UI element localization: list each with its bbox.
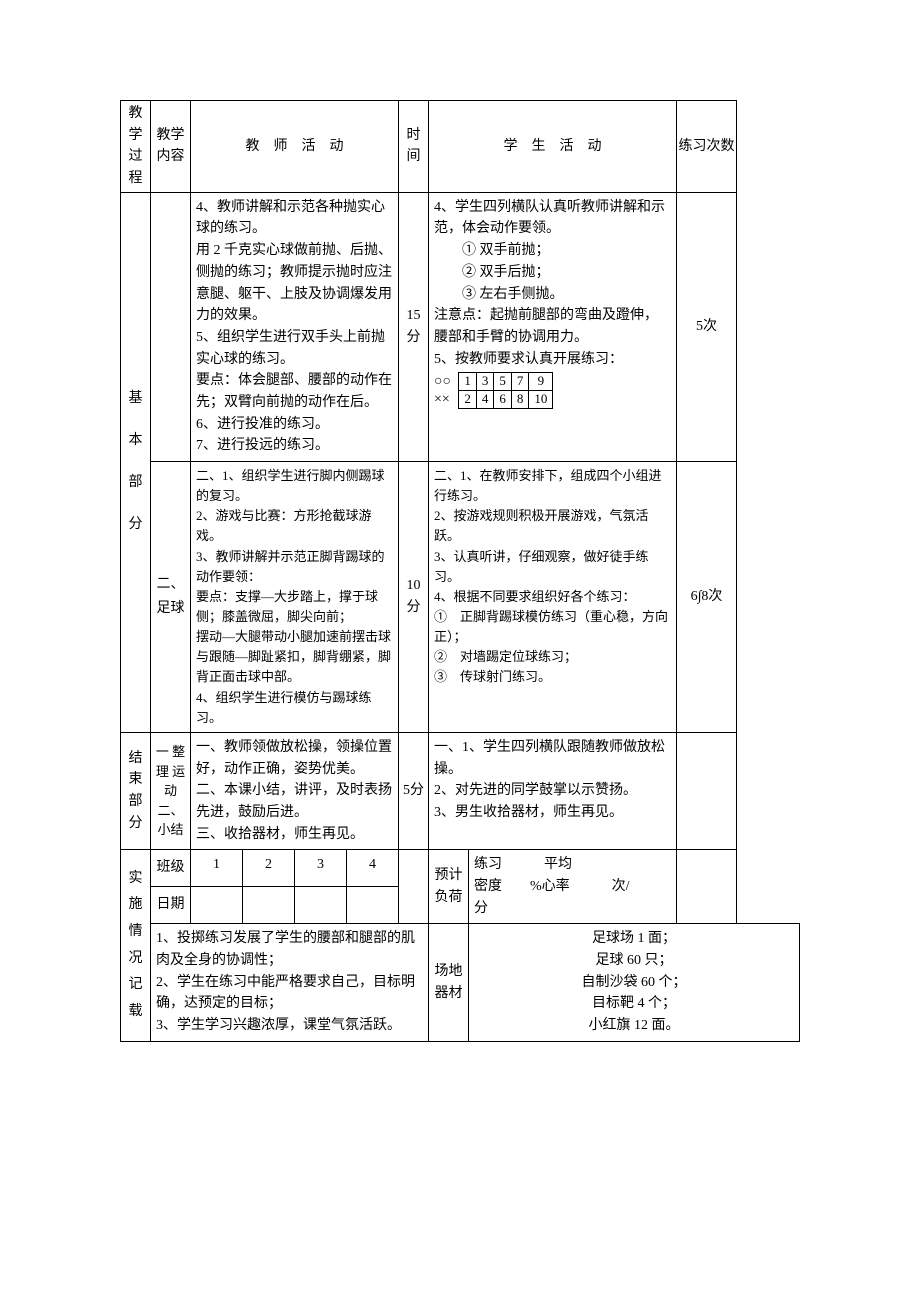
- impl-date-4: [347, 887, 399, 924]
- impl-class-label: 班级: [151, 850, 191, 887]
- mini-cell: 1: [459, 373, 477, 391]
- student-basic-1: 4、学生四列横队认真听教师讲解和示范，体会动作要领。 ① 双手前抛； ② 双手后…: [429, 192, 677, 461]
- formation-symbols: ○○ ××: [434, 373, 451, 408]
- stage-end: 结束部分: [121, 732, 151, 849]
- impl-load-blank: [677, 850, 737, 924]
- impl-date-1: [191, 887, 243, 924]
- student-basic-2: 二、1、在教师安排下，组成四个小组进行练习。 2、按游戏规则积极开展游戏，气氛活…: [429, 462, 677, 733]
- student-basic-1-text: 4、学生四列横队认真听教师讲解和示范，体会动作要领。 ① 双手前抛； ② 双手后…: [434, 200, 665, 367]
- impl-load-text-a: 练习 平均: [474, 857, 572, 872]
- count-end: [677, 732, 737, 849]
- mini-cell: 3: [476, 373, 494, 391]
- time-basic-1: 15分: [399, 192, 429, 461]
- mini-cell: 5: [494, 373, 512, 391]
- impl-date-label: 日期: [151, 887, 191, 924]
- impl-date-3: [295, 887, 347, 924]
- impl-load-text-b: 密度 %心率 次/: [474, 879, 630, 894]
- hdr-student: 学 生 活 动: [429, 101, 677, 193]
- impl-load-text-c: 分: [474, 901, 488, 916]
- mini-cell: 2: [459, 391, 477, 409]
- hdr-teacher: 教 师 活 动: [191, 101, 399, 193]
- teacher-end: 一、教师领做放松操，领操位置好，动作正确，姿势优美。 二、本课小结，讲评，及时表…: [191, 732, 399, 849]
- formation-table: 1 3 5 7 9 2 4 6 8 10: [458, 372, 553, 409]
- mini-cell: 6: [494, 391, 512, 409]
- hdr-process: 教学过程: [121, 101, 151, 193]
- content-basic-1: [151, 192, 191, 461]
- impl-class-1: 1: [191, 850, 243, 887]
- impl-notes: 1、投掷练习发展了学生的腰部和腿部的肌肉及全身的协调性； 2、学生在练习中能严格…: [151, 924, 429, 1041]
- content-end: 一 整理 运动 二、小结: [151, 732, 191, 849]
- header-row: 教学过程 教学内容 教 师 活 动 时间 学 生 活 动 练习次数: [121, 101, 800, 193]
- impl-date-2: [243, 887, 295, 924]
- hdr-count: 练习次数: [677, 101, 737, 193]
- time-end: 5分: [399, 732, 429, 849]
- impl-class-4: 4: [347, 850, 399, 887]
- impl-blank-a: [399, 850, 429, 924]
- mini-cell: 9: [529, 373, 553, 391]
- impl-load-text: 练习 平均 密度 %心率 次/ 分: [469, 850, 677, 924]
- student-end: 一、1、学生四列横队跟随教师做放松操。 2、对先进的同学鼓掌以示赞扬。 3、男生…: [429, 732, 677, 849]
- impl-class-2: 2: [243, 850, 295, 887]
- row-end: 结束部分 一 整理 运动 二、小结 一、教师领做放松操，领操位置好，动作正确，姿…: [121, 732, 800, 849]
- row-impl-notes: 1、投掷练习发展了学生的腰部和腿部的肌肉及全身的协调性； 2、学生在练习中能严格…: [121, 924, 800, 1041]
- row-basic-1: 基 本 部 分 4、教师讲解和示范各种抛实心球的练习。 用 2 千克实心球做前抛…: [121, 192, 800, 461]
- mini-cell: 10: [529, 391, 553, 409]
- mini-cell: 4: [476, 391, 494, 409]
- lesson-plan-table: 教学过程 教学内容 教 师 活 动 时间 学 生 活 动 练习次数 基 本 部 …: [120, 100, 800, 1042]
- row-basic-2: 二、足球 二、1、组织学生进行脚内侧踢球的复习。 2、游戏与比赛：方形抢截球游戏…: [121, 462, 800, 733]
- impl-equip: 足球场 1 面； 足球 60 只； 自制沙袋 60 个； 目标靶 4 个； 小红…: [469, 924, 800, 1041]
- content-basic-2: 二、足球: [151, 462, 191, 733]
- stage-basic: 基 本 部 分: [121, 192, 151, 732]
- time-basic-2: 10分: [399, 462, 429, 733]
- impl-load-label: 预计负荷: [429, 850, 469, 924]
- mini-cell: 8: [511, 391, 529, 409]
- mini-cell: 7: [511, 373, 529, 391]
- teacher-basic-1: 4、教师讲解和示范各种抛实心球的练习。 用 2 千克实心球做前抛、后抛、侧抛的练…: [191, 192, 399, 461]
- impl-equip-label: 场地器材: [429, 924, 469, 1041]
- count-basic-1: 5次: [677, 192, 737, 461]
- row-impl-class: 实施情况记载 班级 1 2 3 4 预计负荷 练习 平均 密度 %心率 次/ 分: [121, 850, 800, 887]
- hdr-content: 教学内容: [151, 101, 191, 193]
- hdr-time: 时间: [399, 101, 429, 193]
- teacher-basic-2: 二、1、组织学生进行脚内侧踢球的复习。 2、游戏与比赛：方形抢截球游戏。 3、教…: [191, 462, 399, 733]
- impl-class-3: 3: [295, 850, 347, 887]
- count-basic-2: 6∫8次: [677, 462, 737, 733]
- impl-label: 实施情况记载: [121, 850, 151, 1042]
